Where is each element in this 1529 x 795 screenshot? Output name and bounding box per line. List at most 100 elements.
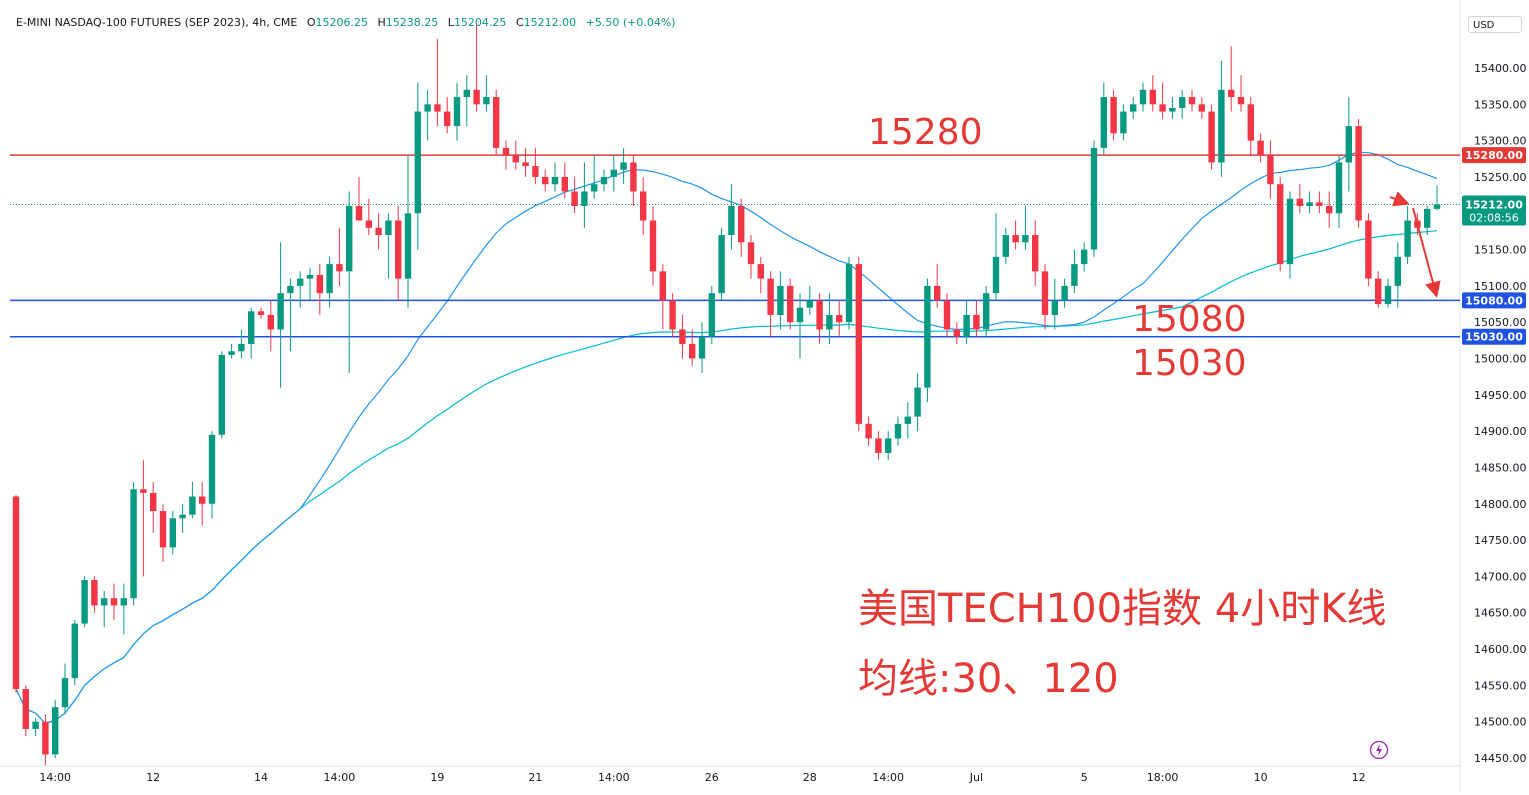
candle bbox=[208, 431, 216, 519]
candle-body bbox=[973, 314, 980, 330]
candle-body bbox=[120, 598, 127, 606]
support-price-tag bbox=[1462, 292, 1526, 309]
candle-body bbox=[836, 314, 843, 323]
candle-body bbox=[894, 423, 902, 439]
candle bbox=[777, 271, 784, 330]
candle bbox=[277, 242, 284, 388]
candle-body bbox=[1198, 104, 1205, 112]
candle-body bbox=[983, 293, 990, 330]
candle bbox=[1218, 60, 1225, 177]
candle-body bbox=[1404, 220, 1411, 257]
candle-body bbox=[355, 206, 363, 221]
candle bbox=[502, 140, 510, 170]
candle bbox=[581, 162, 588, 228]
y-tick-label: 14750.00 bbox=[1474, 534, 1527, 547]
candle bbox=[669, 293, 676, 337]
candle bbox=[1071, 249, 1078, 294]
candle bbox=[199, 482, 206, 526]
candle-body bbox=[434, 104, 441, 112]
candle bbox=[179, 503, 186, 533]
candle bbox=[453, 82, 461, 141]
candle-body bbox=[228, 351, 235, 355]
ma30-line bbox=[15, 151, 1438, 725]
candle bbox=[1335, 155, 1343, 228]
forecast-arrow-down bbox=[1412, 207, 1441, 298]
x-tick-label: 12 bbox=[1352, 771, 1366, 784]
candle-body bbox=[1326, 206, 1333, 214]
candle-body bbox=[571, 191, 578, 206]
candle-body bbox=[1110, 97, 1117, 134]
candle-body bbox=[159, 511, 167, 548]
candle-body bbox=[414, 111, 421, 214]
y-tick-label: 14650.00 bbox=[1474, 607, 1527, 620]
candle bbox=[42, 714, 49, 766]
candle bbox=[61, 663, 69, 715]
lightning-icon[interactable] bbox=[1369, 740, 1389, 760]
candle bbox=[1306, 191, 1313, 214]
candle-body bbox=[904, 416, 911, 424]
candle-body bbox=[385, 220, 392, 236]
candle-body bbox=[1247, 104, 1254, 141]
candle-body bbox=[865, 423, 872, 439]
candle bbox=[1169, 97, 1176, 119]
candle-body bbox=[1424, 208, 1431, 228]
candle bbox=[983, 285, 990, 337]
candle-body bbox=[375, 227, 382, 236]
candle-body bbox=[1081, 249, 1088, 265]
candle bbox=[91, 576, 98, 613]
candle-body bbox=[747, 242, 755, 265]
candle-body bbox=[150, 492, 157, 512]
candle-body bbox=[101, 598, 108, 606]
candle bbox=[1012, 220, 1019, 250]
candle-body bbox=[816, 300, 823, 330]
candle bbox=[708, 285, 715, 344]
currency-selector[interactable]: USD bbox=[1468, 16, 1522, 33]
candle-body bbox=[365, 220, 372, 228]
candle-body bbox=[796, 307, 804, 323]
candle-body bbox=[1394, 256, 1401, 286]
candle-body bbox=[277, 293, 284, 330]
candle-body bbox=[1365, 220, 1372, 279]
candle bbox=[218, 351, 225, 439]
candle bbox=[1159, 82, 1166, 119]
candle-body bbox=[992, 256, 1000, 294]
candle bbox=[159, 503, 167, 562]
candle-body bbox=[257, 311, 265, 315]
candle-body bbox=[493, 97, 500, 148]
candle bbox=[1061, 278, 1068, 308]
candle bbox=[826, 293, 833, 344]
candle-body bbox=[1071, 264, 1078, 286]
y-tick-label: 14800.00 bbox=[1474, 498, 1527, 511]
candle bbox=[855, 256, 862, 432]
candle bbox=[1326, 191, 1333, 228]
candle bbox=[551, 162, 559, 192]
candle bbox=[365, 198, 372, 236]
candle-body bbox=[757, 264, 764, 279]
candle-body bbox=[806, 300, 813, 308]
candle bbox=[1247, 97, 1254, 156]
candle-body bbox=[963, 314, 970, 337]
candle-body bbox=[238, 344, 245, 352]
candle-body bbox=[620, 162, 627, 170]
candle-body bbox=[914, 387, 921, 417]
candle bbox=[228, 344, 235, 359]
candle-body bbox=[1139, 89, 1147, 105]
y-tick-label: 15000.00 bbox=[1474, 353, 1527, 366]
candle-body bbox=[130, 489, 137, 599]
candle-body bbox=[326, 264, 333, 294]
candle-body bbox=[22, 689, 29, 729]
candle bbox=[1090, 140, 1098, 257]
candle bbox=[414, 82, 421, 250]
candle-body bbox=[1149, 89, 1156, 105]
y-tick-label: 14500.00 bbox=[1474, 716, 1527, 729]
close-value: 15212.00 bbox=[523, 16, 577, 29]
candle-body bbox=[1051, 300, 1058, 315]
candle bbox=[757, 256, 764, 294]
candle bbox=[865, 416, 872, 446]
candle-body bbox=[42, 721, 49, 755]
x-tick-label: 14:00 bbox=[324, 771, 356, 784]
candle-body bbox=[179, 514, 186, 519]
candle-body bbox=[855, 264, 862, 424]
